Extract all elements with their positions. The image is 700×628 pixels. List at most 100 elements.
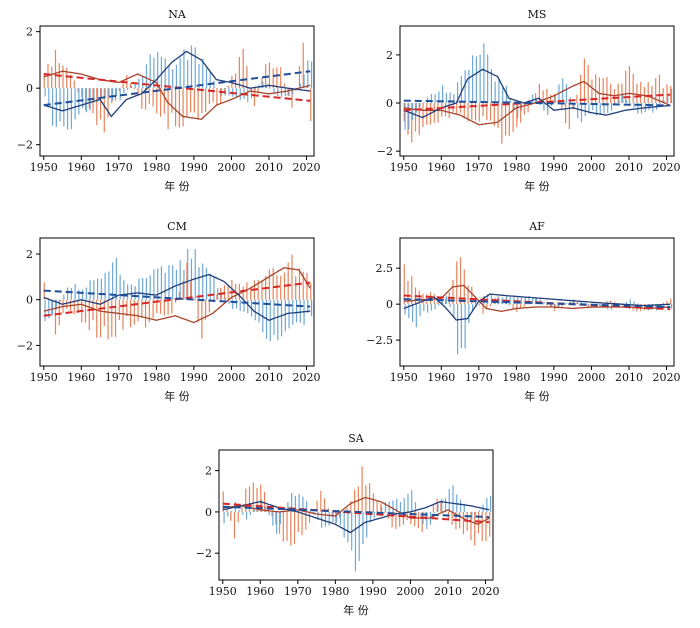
x-tick-label: 2010 — [615, 161, 643, 174]
bar-b — [59, 88, 61, 122]
bar-a — [440, 502, 442, 512]
bar-b — [415, 304, 417, 328]
bar-a — [77, 88, 79, 93]
bar-b — [190, 258, 193, 300]
bar-b — [217, 88, 219, 89]
x-axis-label: 年 份 — [164, 389, 190, 403]
bar-a — [471, 286, 473, 305]
bar-b — [404, 103, 406, 130]
bar-b — [307, 60, 309, 89]
bar-a — [493, 103, 495, 126]
bar-b — [423, 304, 425, 312]
bar-b — [205, 68, 208, 89]
bar-a — [531, 301, 533, 305]
bar-a — [69, 74, 72, 89]
x-axis-label: 年 份 — [524, 179, 550, 193]
bar-a — [242, 48, 244, 89]
bar-a — [175, 88, 177, 127]
bar-b — [55, 299, 57, 310]
bar-b — [157, 268, 159, 300]
bar-a — [43, 74, 45, 89]
bar-a — [655, 304, 657, 308]
bar-b — [532, 94, 534, 104]
bar-a — [275, 511, 277, 525]
x-tick-label: 2010 — [615, 371, 643, 384]
bar-b — [48, 299, 50, 319]
bar-a — [238, 56, 241, 89]
bar-b — [554, 95, 556, 104]
bar-b — [303, 74, 305, 89]
bar-a — [463, 103, 465, 119]
bar-b — [637, 303, 639, 305]
bar-b — [339, 511, 342, 526]
bar-b — [239, 299, 241, 312]
bar-b — [437, 504, 439, 512]
bar-a — [190, 88, 192, 113]
x-tick-label: 2020 — [652, 161, 680, 174]
bar-b — [441, 498, 443, 512]
bar-a — [437, 103, 439, 123]
bar-b — [408, 103, 410, 130]
bar-a — [114, 299, 117, 337]
plot-frame — [39, 237, 315, 367]
bar-b — [51, 88, 54, 126]
y-tick-label: 2 — [386, 49, 393, 62]
bar-a — [595, 74, 597, 104]
bar-a — [561, 103, 563, 109]
x-tick-label: 1980 — [502, 161, 530, 174]
bar-b — [509, 296, 511, 305]
bar-b — [580, 301, 583, 305]
bar-a — [432, 504, 435, 512]
bar-b — [457, 304, 459, 355]
bar-b — [498, 77, 500, 104]
bar-b — [112, 88, 114, 101]
bar-b — [224, 297, 226, 300]
bar-a — [107, 299, 109, 340]
bar-a — [497, 103, 499, 128]
bar-b — [625, 301, 628, 305]
bar-b — [310, 61, 313, 89]
bar-b — [317, 511, 319, 520]
bar-a — [640, 81, 642, 104]
bar-b — [449, 304, 451, 307]
y-tick-label: 0 — [26, 82, 33, 95]
bar-b — [618, 99, 620, 104]
bar-b — [250, 88, 253, 99]
bar-a — [448, 103, 450, 118]
bar-b — [467, 511, 469, 513]
bar-b — [100, 278, 102, 300]
bar-b — [213, 80, 215, 89]
x-tick-label: 2000 — [396, 585, 424, 598]
plot-area — [43, 249, 313, 342]
plot-area — [43, 42, 313, 133]
bar-b — [599, 304, 601, 308]
bar-b — [588, 304, 590, 306]
bar-a — [201, 88, 203, 114]
bar-b — [89, 280, 91, 300]
plot-area — [222, 466, 492, 572]
bar-a — [489, 511, 491, 537]
bar-b — [667, 94, 669, 104]
bar-a — [535, 93, 537, 104]
bar-b — [429, 511, 432, 525]
bar-a — [141, 299, 143, 319]
bar-b — [336, 511, 338, 523]
bar-a — [245, 488, 247, 512]
bar-b — [629, 103, 631, 104]
plot-area — [403, 43, 673, 144]
x-tick-label: 1960 — [246, 585, 274, 598]
bar-b — [487, 54, 489, 104]
bar-b — [411, 490, 413, 512]
bar-a — [212, 88, 214, 103]
bar-b — [324, 511, 327, 527]
trend-line-b — [403, 298, 671, 309]
bar-b — [249, 511, 251, 515]
bar-b — [573, 103, 575, 108]
bar-b — [299, 83, 301, 89]
bar-a — [621, 83, 623, 104]
bar-a — [587, 304, 589, 309]
bar-b — [299, 299, 301, 323]
bar-b — [478, 510, 480, 512]
bar-b — [254, 88, 256, 91]
bar-a — [88, 88, 90, 109]
